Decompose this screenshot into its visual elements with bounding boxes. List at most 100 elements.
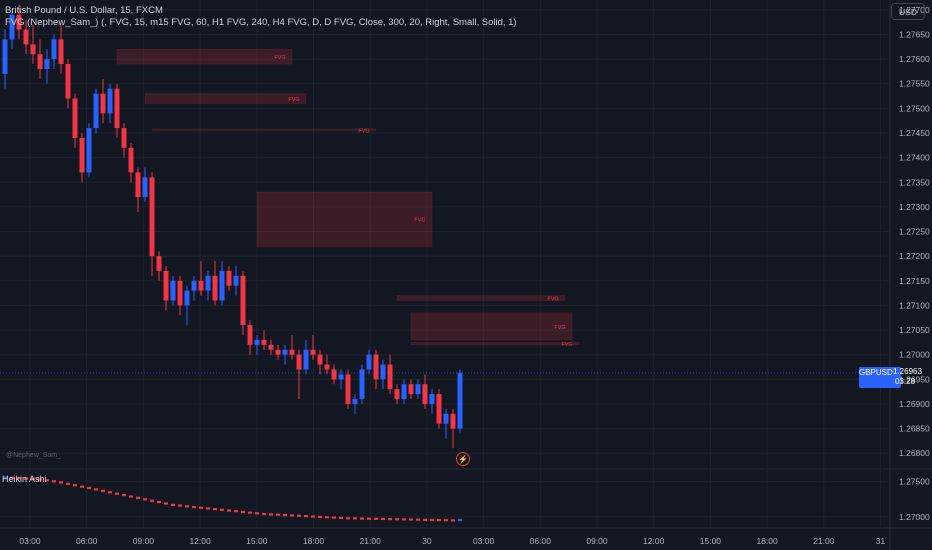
ha-candle [185, 505, 189, 508]
lightning-icon[interactable]: ⚡ [456, 452, 470, 466]
candle [79, 133, 85, 183]
x-tick-label: 09:00 [586, 536, 608, 546]
candle [30, 24, 36, 65]
candle [247, 320, 253, 355]
candle [37, 39, 43, 79]
candle-body [156, 256, 162, 271]
candle [282, 344, 288, 365]
ha-candle [108, 491, 112, 494]
candle-countdown: 03:28 [895, 377, 916, 386]
candle [380, 359, 386, 390]
y-tick-label: 1.27100 [899, 300, 930, 310]
candle [310, 334, 316, 360]
candle-body [9, 14, 15, 40]
candle [142, 167, 148, 202]
candle [240, 270, 246, 335]
ha-candle [388, 518, 392, 521]
indicator-legend[interactable]: FVG (Nephew_Sam_) (, FVG, 15, m15 FVG, 6… [5, 17, 517, 28]
candle [401, 379, 407, 404]
ha-candle [3, 476, 7, 479]
fvg-zone [144, 93, 307, 104]
ha-candle [290, 514, 294, 517]
fvg-zone [396, 295, 566, 301]
ha-candle [311, 515, 315, 518]
candle [2, 29, 8, 89]
x-tick-label: 03:00 [473, 536, 495, 546]
candle-body [324, 364, 330, 370]
x-tick-label: 21:00 [813, 536, 835, 546]
ha-candle [234, 510, 238, 513]
candle-body [93, 93, 99, 129]
ha-candle [150, 499, 154, 502]
ha-candle [318, 515, 322, 518]
y-tick-label: 1.27600 [899, 54, 930, 64]
candle [254, 334, 260, 355]
fvg-zone [151, 128, 377, 131]
candle [58, 24, 64, 74]
candle [163, 266, 169, 311]
candle-body [149, 177, 155, 257]
candle [184, 285, 190, 326]
last-price-value: 1.26963 [893, 367, 922, 376]
candle [324, 354, 330, 375]
ha-candle [262, 512, 266, 516]
heikin-ashi-label[interactable]: Heikin Ashi [2, 474, 47, 484]
candle [121, 123, 127, 158]
candle [233, 266, 239, 296]
candle-body [422, 384, 428, 404]
fvg-label: FVG [561, 342, 572, 348]
x-tick-label: 03:00 [19, 536, 41, 546]
x-tick-label: 30 [422, 536, 432, 546]
candle-body [212, 275, 218, 301]
ha-candle [367, 517, 371, 520]
candle-body [198, 280, 204, 291]
sub-y-tick-label: 1.27000 [899, 512, 930, 522]
candle-body [457, 372, 463, 429]
x-tick-label: 12:00 [189, 536, 211, 546]
ha-candle [136, 496, 140, 499]
ha-candle [199, 506, 203, 509]
x-tick-label: 21:00 [360, 536, 382, 546]
candle-body [443, 413, 449, 424]
ha-candle [227, 509, 231, 512]
ha-candle [206, 507, 210, 510]
ha-candle [283, 514, 287, 517]
currency-button[interactable]: USD [891, 3, 925, 20]
ha-candle [38, 478, 42, 481]
ha-candle [241, 510, 245, 514]
candle-body [268, 344, 274, 350]
ha-candle [45, 479, 49, 482]
candle [352, 394, 358, 414]
ha-candle [248, 511, 252, 514]
candle [93, 88, 99, 134]
ha-candle [213, 508, 217, 511]
y-tick-label: 1.27550 [899, 79, 930, 89]
candle-body [128, 147, 134, 173]
ha-candle [52, 480, 56, 483]
y-tick-label: 1.27400 [899, 153, 930, 163]
candle [72, 93, 78, 148]
candle [65, 59, 71, 109]
candle-body [135, 172, 141, 198]
ha-candle [395, 518, 399, 521]
candle-body [450, 413, 456, 429]
candle [338, 369, 344, 390]
candle [86, 123, 92, 178]
candle-body [30, 44, 36, 55]
candle-body [37, 54, 43, 69]
candle [135, 167, 141, 212]
candle-body [142, 177, 148, 198]
y-tick-label: 1.27650 [899, 29, 930, 39]
ha-candle [430, 518, 434, 522]
y-tick-label: 1.27150 [899, 276, 930, 286]
ha-candle [255, 512, 259, 515]
candle [394, 384, 400, 404]
candle-body [380, 364, 386, 380]
y-tick-label: 1.27350 [899, 177, 930, 187]
candle [436, 389, 442, 429]
candle-body [16, 14, 22, 30]
candle [415, 379, 421, 400]
candle-body [401, 384, 407, 400]
